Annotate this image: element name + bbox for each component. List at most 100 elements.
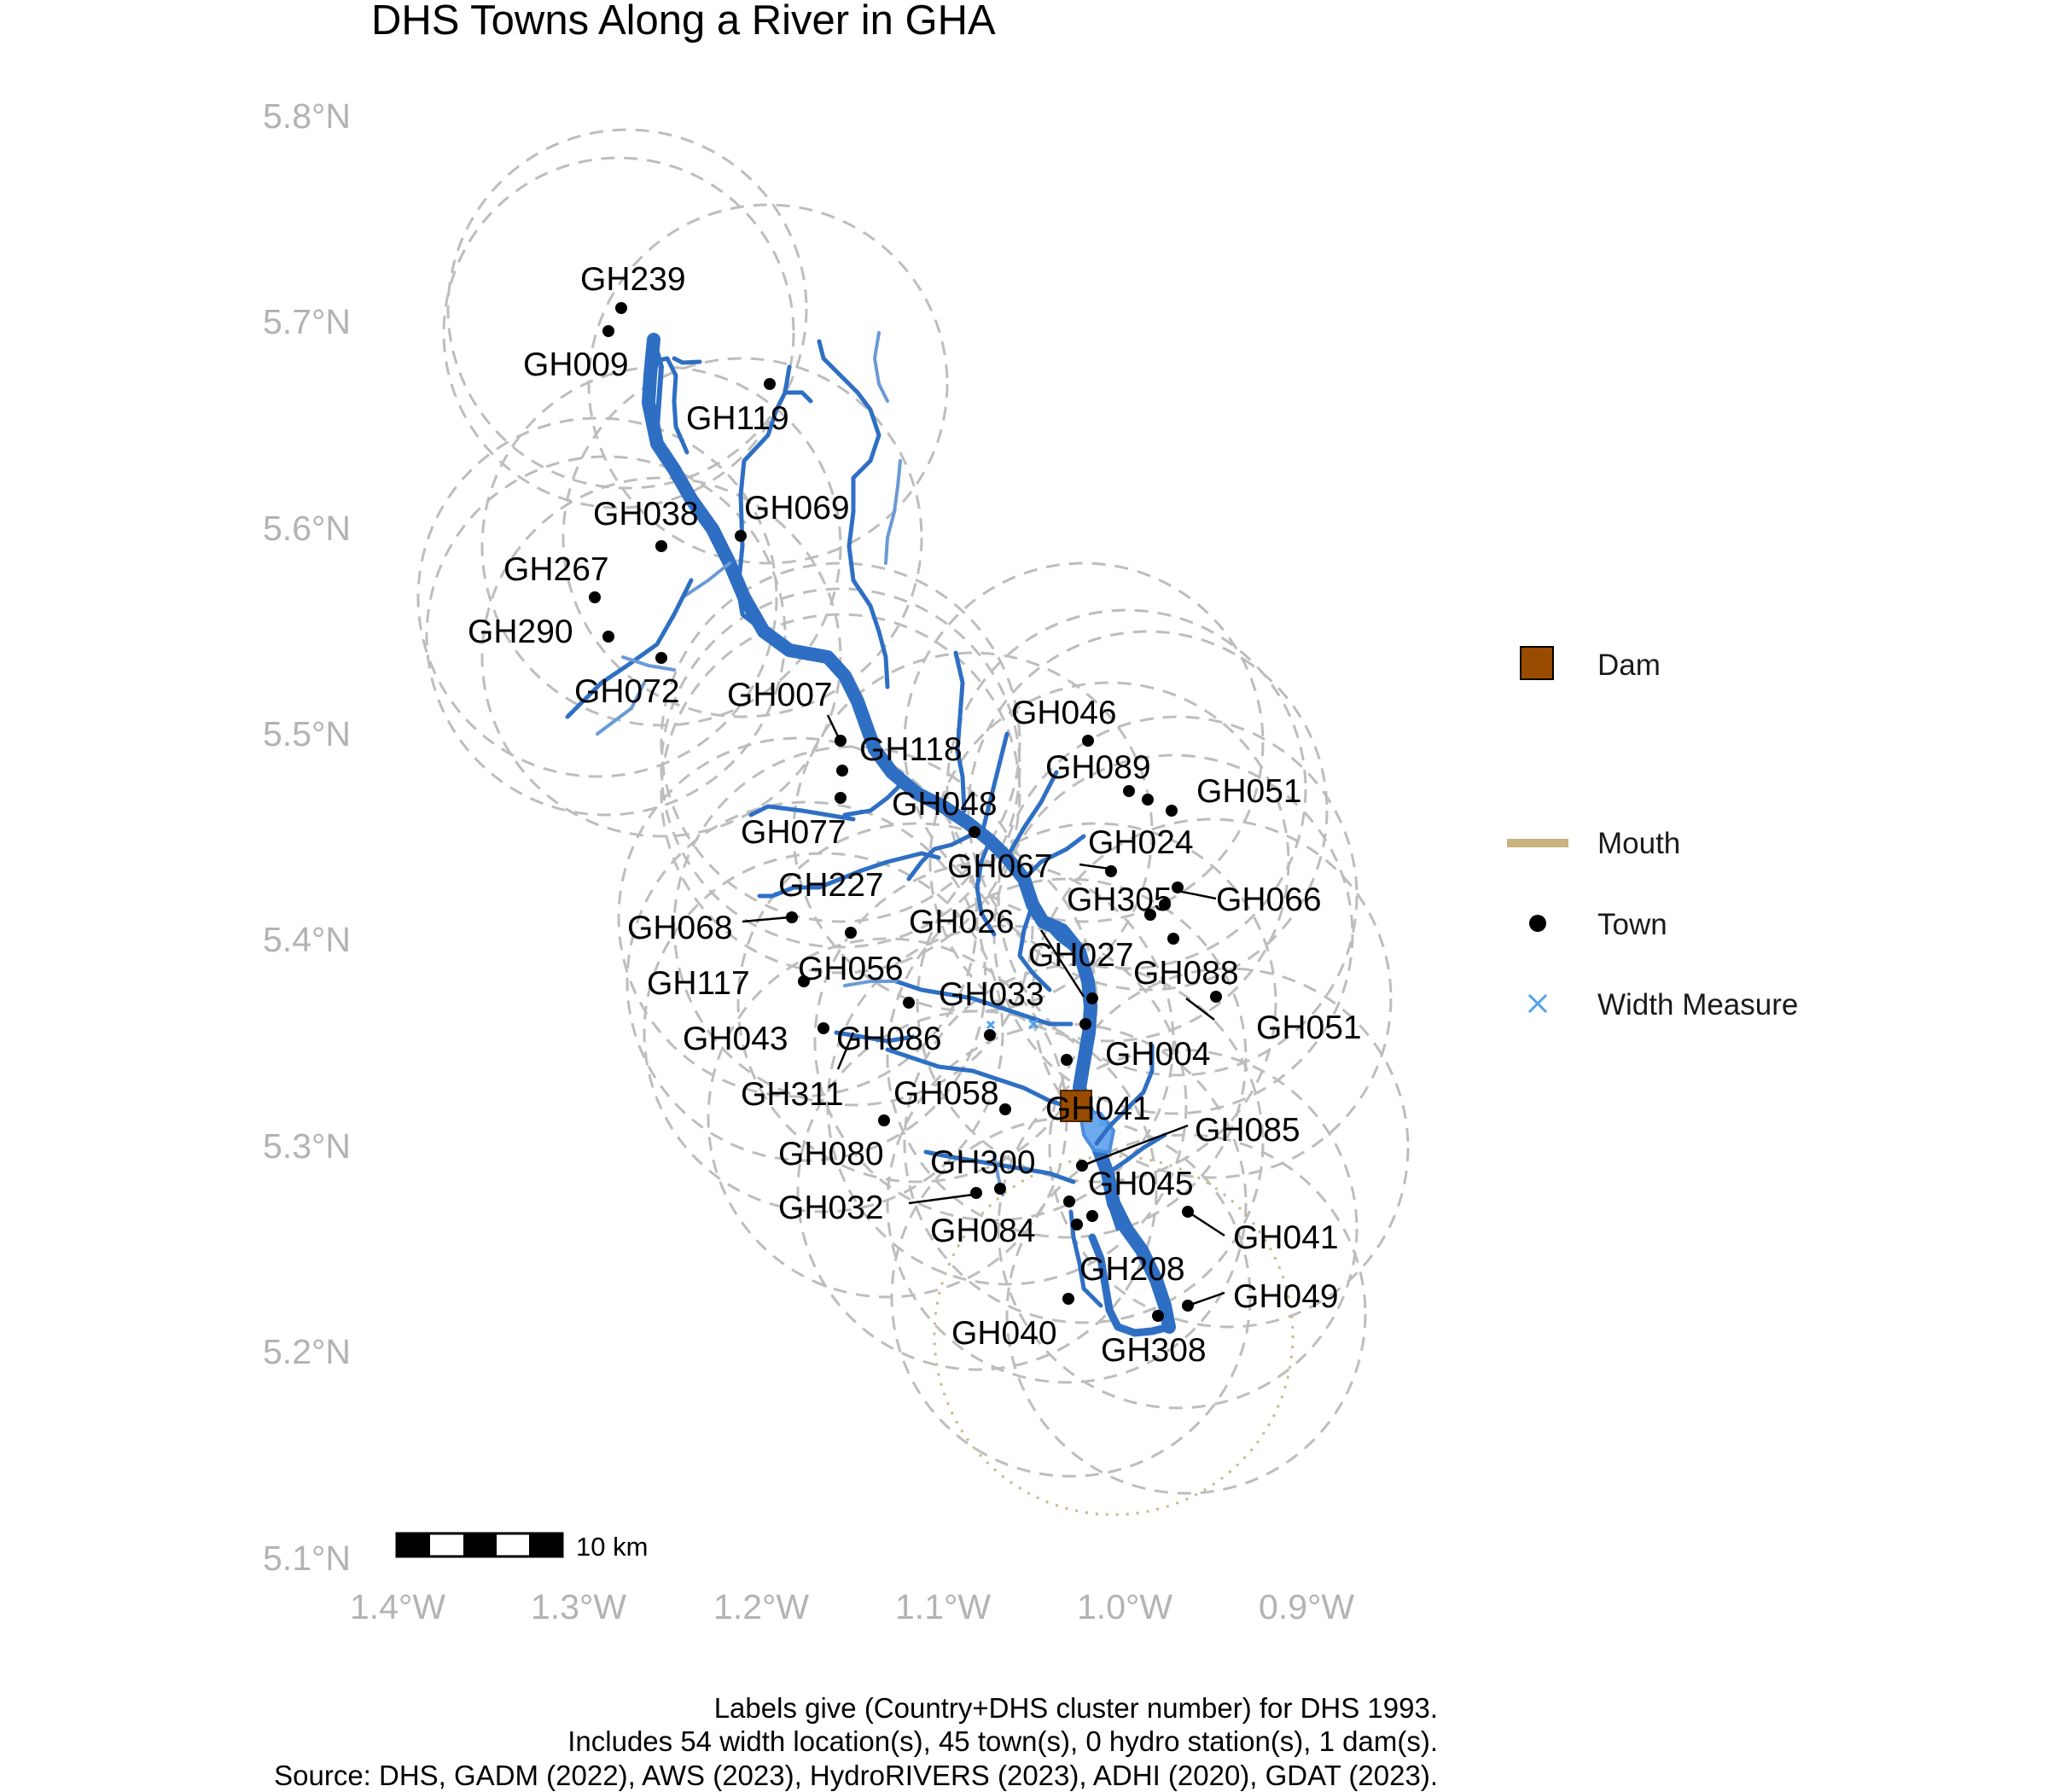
scale-label: 10 km: [576, 1532, 648, 1562]
scale-segment: [463, 1533, 497, 1556]
town-label: GH118: [859, 731, 963, 768]
town-point: [969, 826, 980, 838]
tributary: [873, 331, 889, 403]
leader-line: [836, 1032, 855, 1070]
town-buffers: [416, 128, 1410, 1516]
town-label: GH051: [1196, 773, 1302, 810]
tributary: [817, 339, 890, 689]
buffer-circle: [1048, 967, 1410, 1329]
tributary: [748, 804, 856, 822]
scale-segment: [529, 1533, 562, 1556]
buffer-circle: [967, 630, 1329, 992]
town-point: [1071, 1219, 1083, 1231]
legend-label: Dam: [1597, 649, 1661, 682]
town-point: [999, 1103, 1011, 1115]
town-point: [1152, 1310, 1164, 1322]
width-measure-mark: [1097, 1118, 1108, 1128]
buffer-circle: [625, 800, 987, 1162]
buffer-circle: [660, 587, 1021, 949]
town-point: [1142, 794, 1154, 806]
buffer-circle: [928, 681, 1290, 1043]
town-label: GH290: [468, 614, 573, 650]
buffer-circle: [416, 416, 778, 778]
width-measure-mark: [1027, 1018, 1039, 1030]
town-label: GH024: [1088, 824, 1194, 861]
town-point: [903, 997, 915, 1009]
buffer-circle: [916, 822, 1277, 1184]
town-point: [817, 1022, 829, 1034]
tributary: [1107, 1201, 1120, 1231]
town-point: [878, 1114, 890, 1126]
lon-label: 1.1°W: [895, 1587, 991, 1626]
tributary: [923, 1149, 1076, 1184]
town-label: GH046: [1011, 695, 1117, 731]
scale-bar: 10 km: [395, 1532, 648, 1562]
dam-marker: [1060, 1090, 1092, 1122]
tributary: [843, 980, 898, 987]
town-label: GH085: [1195, 1112, 1300, 1149]
town-point: [970, 1187, 982, 1199]
town-point: [1159, 899, 1171, 911]
tributary: [783, 390, 813, 404]
tributary: [979, 731, 1009, 839]
town-label: GH032: [778, 1190, 884, 1226]
town-label: GH300: [930, 1144, 1036, 1181]
caption-line: Labels give (Country+DHS cluster number)…: [714, 1692, 1438, 1724]
town-label: GH041: [1233, 1219, 1339, 1256]
buffer-circle: [660, 561, 1021, 923]
leader-line: [1039, 929, 1085, 998]
tributary: [1004, 770, 1059, 860]
leader-line: [1185, 998, 1215, 1021]
leader-line: [826, 714, 841, 739]
tributary: [621, 655, 676, 672]
legend-width-key: [1527, 993, 1548, 1014]
town-label: GH058: [893, 1075, 999, 1112]
buffer-circle: [587, 203, 949, 565]
town-point: [1144, 909, 1156, 921]
tributary: [651, 337, 664, 429]
leader-line: [1081, 1124, 1189, 1167]
town-points: [589, 302, 1222, 1322]
river-network: [565, 331, 1176, 1337]
town-label: GH033: [939, 976, 1044, 1013]
lat-label: 5.7°N: [263, 302, 351, 341]
buffer-circle: [886, 1022, 1248, 1384]
lon-label: 1.2°W: [713, 1587, 809, 1626]
buffer-circle: [643, 852, 1004, 1213]
town-label: GH041: [1045, 1091, 1151, 1127]
town-point: [1105, 865, 1117, 877]
lat-label: 5.1°N: [263, 1539, 351, 1578]
town-point: [1086, 992, 1098, 1004]
tributary: [906, 829, 980, 881]
tributary: [1068, 1209, 1103, 1308]
town-point: [798, 975, 810, 987]
legend-label: Mouth: [1597, 827, 1680, 860]
town-label: GH086: [836, 1021, 942, 1057]
town-label: GH069: [744, 490, 850, 527]
tributary: [1021, 834, 1086, 881]
tributary: [681, 561, 731, 599]
buffer-circle: [890, 1116, 1252, 1478]
buffer-circle: [617, 736, 979, 1098]
tributary: [1040, 919, 1078, 954]
town-labels: GH239 GH009 GH119 GH038 GH069 GH267 GH29…: [468, 261, 1362, 1369]
town-label: GH067: [947, 848, 1053, 885]
town-label: GH066: [1216, 881, 1322, 918]
river-lower: [1088, 1233, 1173, 1337]
caption-line: Source: DHS, GADM (2022), AWS (2023), Hy…: [274, 1760, 1438, 1791]
town-label: GH038: [593, 496, 699, 532]
town-label: GH043: [683, 1021, 788, 1057]
tributary: [893, 979, 1073, 1027]
buffer-circle: [660, 613, 1021, 975]
town-label: GH088: [1133, 955, 1239, 992]
tributary: [1105, 1132, 1167, 1176]
tributary: [885, 770, 945, 809]
tributary: [1017, 902, 1052, 992]
town-label: GH056: [798, 951, 904, 987]
lon-label: 1.0°W: [1077, 1587, 1172, 1626]
town-point: [1062, 1293, 1074, 1305]
width-measure-mark: [986, 1020, 996, 1030]
width-measures: [986, 1018, 1108, 1128]
town-point: [1061, 1054, 1073, 1066]
